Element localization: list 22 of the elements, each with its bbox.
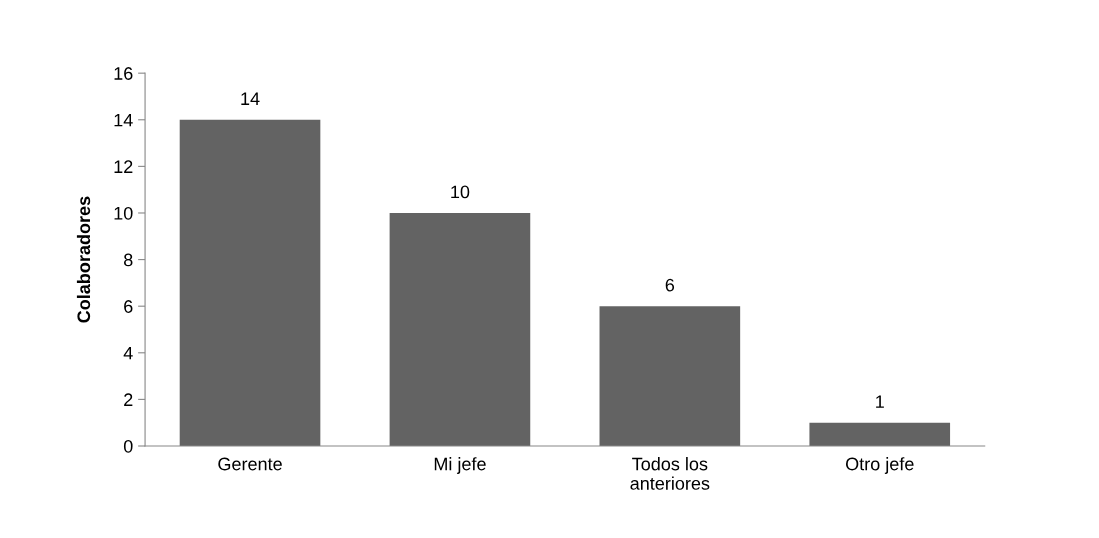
y-tick-label: 0 <box>123 439 133 453</box>
bar <box>179 119 321 446</box>
bar <box>809 422 951 446</box>
y-tick-label: 6 <box>124 300 133 313</box>
y-tick-label: 8 <box>124 253 133 267</box>
y-tick-label: 12 <box>114 160 133 173</box>
x-tick-label: Otro jefe <box>845 457 914 474</box>
x-tick-label: Mi jefe <box>434 457 486 474</box>
x-tick-label: Gerente <box>218 457 282 471</box>
x-tick-label: Todos los anteriores <box>630 457 710 490</box>
y-tick-label: 4 <box>123 346 133 360</box>
y-tick-label: 14 <box>114 113 133 127</box>
y-tick-label: 16 <box>114 67 133 80</box>
data-label: 10 <box>451 185 470 199</box>
data-label: 1 <box>876 395 884 408</box>
bar <box>599 306 741 446</box>
bar <box>389 212 531 446</box>
y-tick-label: 10 <box>114 206 133 220</box>
y-axis-title: Colaboradores <box>76 196 91 323</box>
data-label: 6 <box>665 278 675 292</box>
y-tick-label: 2 <box>124 393 133 406</box>
data-label: 14 <box>241 92 260 105</box>
